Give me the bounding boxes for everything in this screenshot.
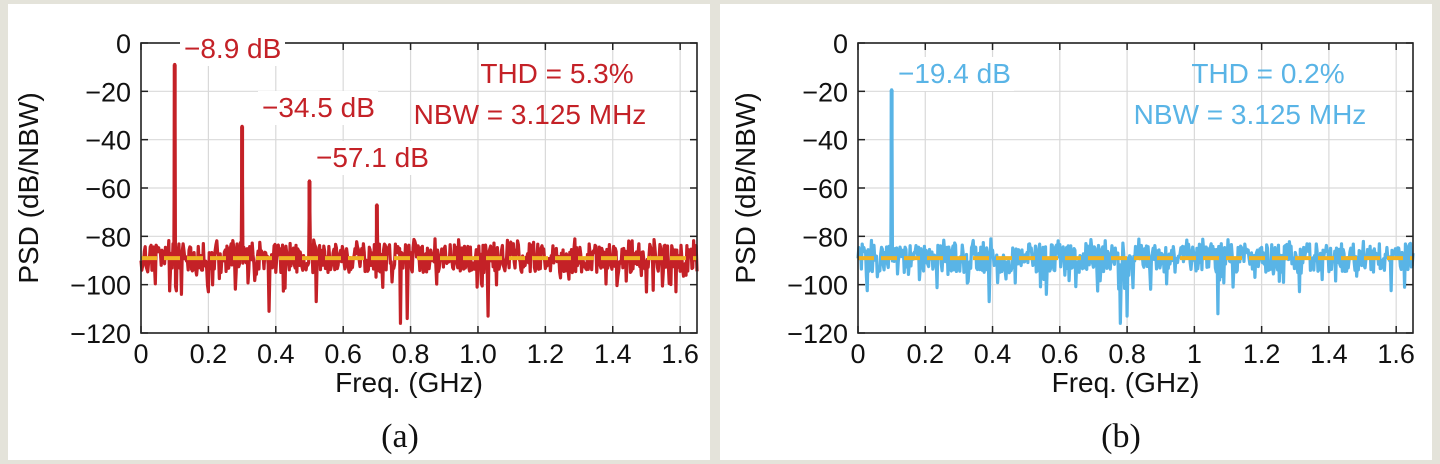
peak-annotation: −8.9 dB [184,33,281,64]
x-tick-label: 0.2 [906,339,944,369]
annotation-background [180,32,285,66]
y-tick-label: −120 [787,319,848,349]
peak-annotation: −57.1 dB [316,142,429,173]
nbw-label: NBW = 3.125 MHz [414,99,647,130]
annotation-background [894,57,1014,91]
x-tick-label: 1 [1187,339,1202,369]
chart-panel-2: 0 0.2 0.4 0.6 0.8 1 1.2 1.4 1.6 0 −20 −40 −60 −80 −100… [720,4,1432,460]
psd-series-line [856,88,1415,325]
x-tick-label: 1.2 [527,339,565,369]
y-tick-label: −60 [802,174,848,204]
thd-label: THD = 0.2% [1191,58,1344,89]
x-tick-label: 0.8 [1108,339,1146,369]
y-tick-label: 0 [116,29,131,59]
x-axis-label: Freq. (GHz) [335,367,483,398]
y-tick-label: −40 [85,126,131,156]
chart-panel-1: 0 0.2 0.4 0.6 0.8 1.0 1.2 1.4 1.6 0 −20 −40 −60 −80 −1… [8,4,710,460]
annotation-background [312,141,432,175]
x-tick-label: 0.2 [190,339,228,369]
x-axis-label: Freq. (GHz) [1052,367,1200,398]
x-tick-label: 0 [850,339,865,369]
y-tick-label: −80 [85,222,131,252]
thd-label: THD = 5.3% [480,58,633,89]
y-tick-label: 0 [833,29,848,59]
peak-annotation: −34.5 dB [262,92,375,123]
x-tick-label: 0.6 [1041,339,1079,369]
annotation-background [258,91,378,125]
nbw-label: NBW = 3.125 MHz [1134,99,1367,130]
panel-caption: (b) [1101,418,1141,455]
x-tick-label: 1.4 [1310,339,1348,369]
y-tick-label: −20 [85,77,131,107]
panel-caption: (a) [381,418,419,455]
y-tick-label: −80 [802,222,848,252]
y-axis-label: PSD (dB/NBW) [730,92,761,283]
peak-annotation: −19.4 dB [898,58,1011,89]
x-tick-label: 1.2 [1243,339,1281,369]
y-axis-label: PSD (dB/NBW) [13,92,44,283]
panel-background [8,4,710,460]
y-tick-label: −120 [70,319,131,349]
x-tick-label: 1.0 [459,339,497,369]
x-tick-label: 0.4 [257,339,295,369]
x-tick-label: 1.4 [594,339,632,369]
y-tick-label: −60 [85,174,131,204]
x-tick-label: 0.8 [392,339,430,369]
panel-background [720,4,1432,460]
x-tick-label: 0.6 [324,339,362,369]
x-tick-label: 1.6 [661,339,699,369]
y-tick-label: −100 [70,271,131,301]
x-tick-label: 0.4 [974,339,1012,369]
y-tick-label: −20 [802,77,848,107]
x-tick-label: 1.6 [1377,339,1415,369]
y-tick-label: −100 [787,271,848,301]
x-tick-label: 0 [133,339,148,369]
y-tick-label: −40 [802,126,848,156]
